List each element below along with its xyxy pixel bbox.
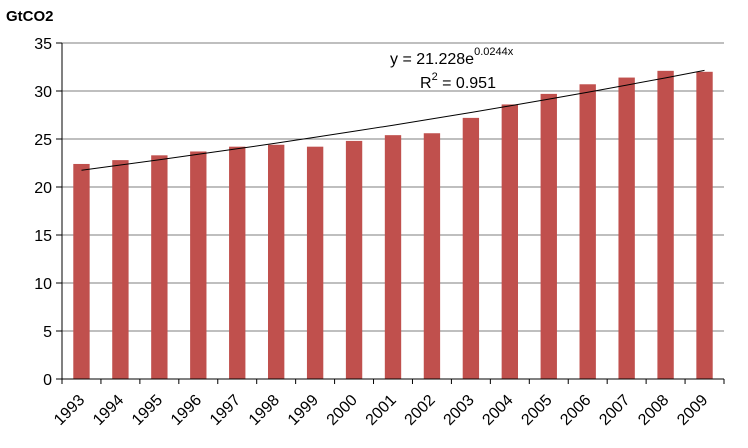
x-tick-label-2008: 2008: [635, 392, 672, 429]
y-tick-label-15: 15: [34, 228, 52, 245]
y-tick-label-10: 10: [34, 276, 52, 293]
x-tick-label-1999: 1999: [285, 392, 322, 429]
y-tick-label-30: 30: [34, 84, 52, 101]
x-tick-label-1993: 1993: [51, 392, 88, 429]
x-tick-label-1994: 1994: [90, 392, 127, 429]
x-tick-label-1996: 1996: [168, 392, 205, 429]
bar-2002: [423, 133, 441, 379]
y-tick-label-35: 35: [34, 36, 52, 53]
trendline: [81, 69, 705, 171]
y-axis-title: GtCO2: [6, 8, 54, 25]
bar-1996: [190, 151, 207, 379]
bar-2000: [345, 140, 363, 379]
bar-1997: [229, 146, 246, 379]
x-tick-label-2001: 2001: [363, 392, 400, 429]
bar-1998: [267, 144, 285, 379]
y-tick-label-20: 20: [34, 180, 52, 197]
x-tick-label-2007: 2007: [596, 392, 633, 429]
bar-2005: [540, 93, 557, 379]
x-tick-label-2004: 2004: [479, 392, 516, 429]
axes-group: [61, 43, 724, 380]
bar-2009: [696, 71, 713, 380]
bar-2001: [384, 135, 402, 379]
bar-2004: [501, 104, 519, 379]
x-tick-label-1995: 1995: [129, 392, 166, 429]
trendline-r2-value: = 0.951: [438, 75, 496, 92]
x-tick-group: 1993 1994 1995 1996 1997 1998 1999 2000 2001 2002…: [51, 379, 725, 429]
bar-2006: [579, 84, 596, 379]
y-tick-label-5: 5: [43, 324, 52, 341]
bar-2007: [618, 77, 635, 379]
trendline-r2-prefix: R: [420, 75, 432, 92]
trendline-equation-main: y = 21.228e: [390, 51, 474, 68]
bar-2008: [657, 70, 674, 379]
bar-1993: [73, 163, 90, 379]
x-tick-label-2003: 2003: [441, 392, 478, 429]
bar-1994: [112, 160, 129, 379]
x-tick-label-2006: 2006: [557, 392, 594, 429]
y-tick-label-0: 0: [43, 372, 52, 389]
bar-1995: [151, 155, 168, 379]
trendline-r2: R2 = 0.951: [420, 71, 496, 92]
x-tick-label-2000: 2000: [324, 392, 361, 429]
x-tick-label-1997: 1997: [207, 392, 244, 429]
bar-group: [73, 70, 713, 380]
bar-1999: [306, 146, 324, 379]
trendline-equation-exponent: 0.0244x: [474, 46, 514, 58]
trendline-equation: y = 21.228e0.0244x: [390, 46, 514, 68]
x-tick-label-1998: 1998: [246, 392, 283, 429]
x-tick-label-2009: 2009: [674, 392, 711, 429]
bar-2003: [462, 117, 480, 379]
trendline-r2-superscript: 2: [432, 71, 438, 83]
y-tick-label-25: 25: [34, 132, 52, 149]
x-tick-label-2002: 2002: [402, 392, 439, 429]
x-tick-label-2005: 2005: [518, 392, 555, 429]
